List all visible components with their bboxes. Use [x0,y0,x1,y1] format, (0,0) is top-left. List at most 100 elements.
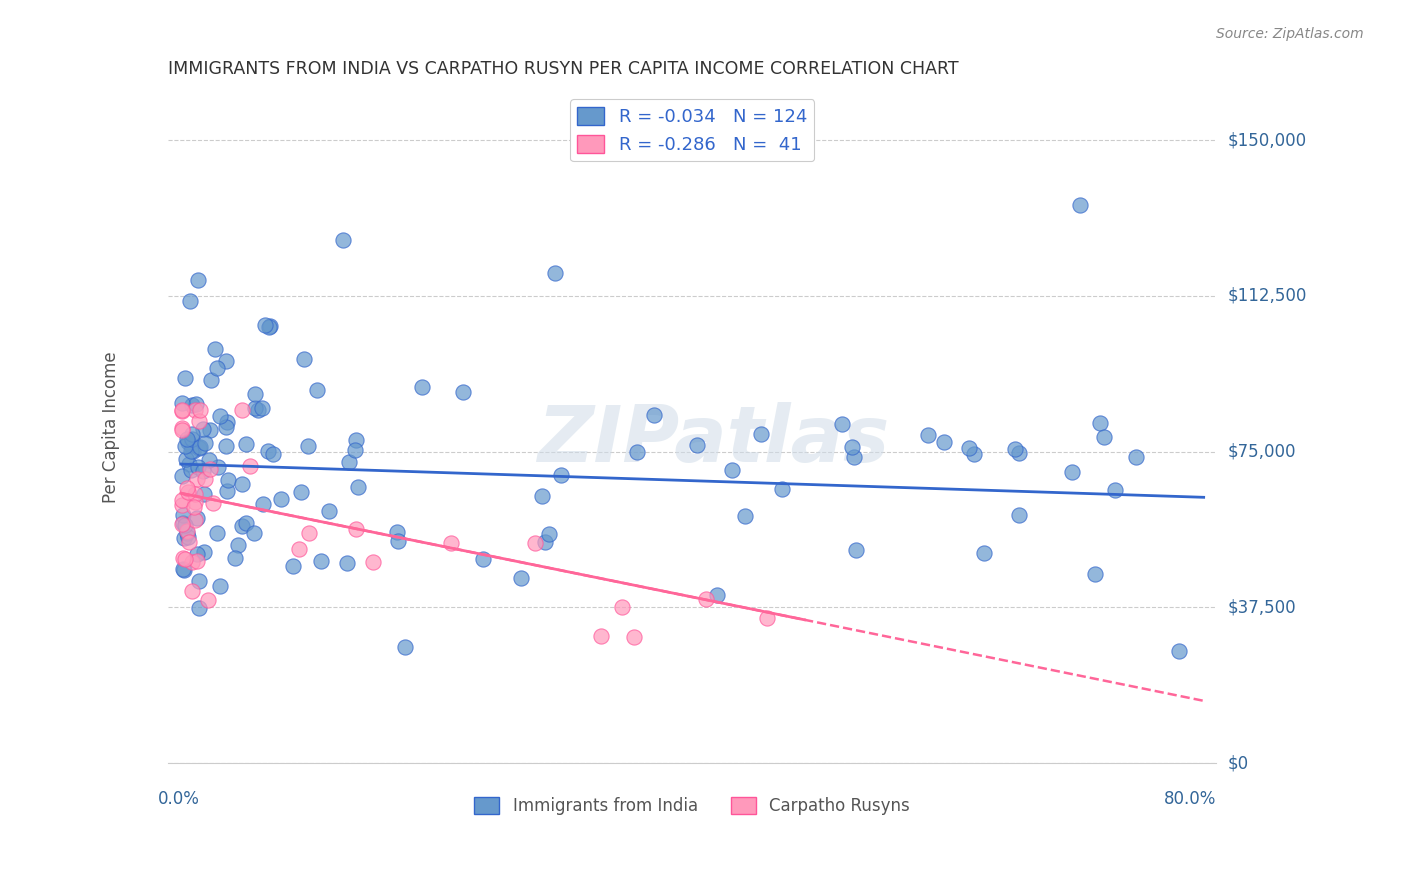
Point [170,492,193,507]
Point [177,485,200,500]
Point [197,593,219,607]
Point [235,516,257,530]
Point [337,455,360,469]
Point [1167,644,1189,658]
Point [194,436,217,450]
Point [720,463,742,477]
Point [235,437,257,451]
Point [957,441,980,455]
Point [183,495,205,509]
Point [174,438,197,452]
Point [1069,198,1091,212]
Point [770,482,793,496]
Point [550,468,572,483]
Point [917,428,939,442]
Point [537,526,560,541]
Point [534,535,557,549]
Point [170,395,193,409]
Point [1008,446,1031,460]
Point [344,522,367,536]
Point [179,534,201,549]
Point [217,473,239,487]
Point [191,422,214,436]
Text: 80.0%: 80.0% [1164,789,1216,807]
Text: 0.0%: 0.0% [157,789,200,807]
Point [270,491,292,506]
Point [831,417,853,431]
Point [186,547,208,561]
Point [231,477,253,491]
Point [309,554,332,568]
Text: $37,500: $37,500 [1227,599,1296,616]
Point [963,447,986,461]
Point [394,640,416,654]
Point [332,233,354,247]
Point [187,460,209,475]
Point [180,443,202,458]
Point [188,403,211,417]
Point [172,516,194,530]
Point [706,588,728,602]
Point [174,552,197,566]
Point [187,273,209,287]
Point [205,526,228,541]
Point [257,320,280,334]
Point [208,409,231,424]
Point [172,420,194,434]
Point [198,453,221,467]
Point [181,444,204,458]
Text: $75,000: $75,000 [1227,442,1296,460]
Point [170,404,193,418]
Point [207,460,229,475]
Text: $0: $0 [1227,754,1249,772]
Point [471,552,494,566]
Point [243,387,266,401]
Text: Source: ZipAtlas.com: Source: ZipAtlas.com [1216,27,1364,41]
Point [226,538,249,552]
Point [932,435,955,450]
Point [344,433,367,447]
Point [1004,442,1026,456]
Point [292,352,315,367]
Point [973,546,995,560]
Point [290,485,312,500]
Point [187,601,209,615]
Point [209,578,232,592]
Point [844,543,866,558]
Point [344,443,367,458]
Point [177,434,200,449]
Point [297,439,319,453]
Point [256,443,278,458]
Point [336,556,359,570]
Point [686,438,709,452]
Point [217,415,239,429]
Point [207,360,229,375]
Point [186,554,208,568]
Point [252,497,274,511]
Point [530,489,553,503]
Point [250,401,273,415]
Point [254,318,277,332]
Point [170,498,193,512]
Point [173,531,195,545]
Point [172,423,194,437]
Point [239,459,262,474]
Text: ZIPatlas: ZIPatlas [537,402,890,478]
Text: $150,000: $150,000 [1227,131,1306,149]
Point [841,441,863,455]
Point [288,541,311,556]
Point [188,414,211,428]
Point [176,524,198,539]
Point [245,401,267,415]
Point [184,513,207,527]
Point [259,318,281,333]
Point [214,353,236,368]
Point [844,450,866,465]
Point [215,484,238,499]
Point [187,574,209,588]
Point [756,611,779,625]
Point [176,482,198,496]
Point [172,562,194,576]
Point [176,526,198,541]
Point [180,438,202,452]
